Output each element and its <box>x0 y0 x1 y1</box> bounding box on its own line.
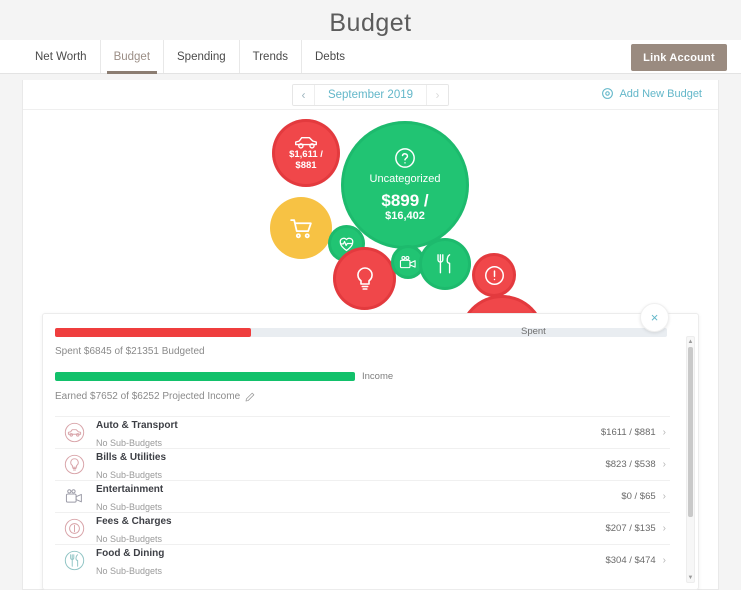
bubble-food-dining[interactable] <box>419 238 471 290</box>
detail-scrollbar[interactable]: ▲ ▼ <box>686 336 695 583</box>
income-bar-label: Income <box>362 371 394 382</box>
category-texts: Auto & Transport No Sub-Budgets <box>96 415 601 451</box>
month-selector-row: ‹ September 2019 › Add New Budget <box>23 80 718 110</box>
category-row-entertainment[interactable]: Entertainment No Sub-Budgets $0 / $65 › <box>55 480 670 512</box>
category-texts: Bills & Utilities No Sub-Budgets <box>96 447 605 483</box>
prev-month-button[interactable]: ‹ <box>292 84 315 105</box>
tab-bar: Net Worth Budget Spending Trends Debts L… <box>0 40 741 74</box>
car-icon <box>63 422 85 444</box>
chevron-right-icon[interactable]: › <box>662 523 666 534</box>
bubble-alert[interactable] <box>472 253 516 297</box>
tab-label: Trends <box>252 50 288 63</box>
add-new-budget-button[interactable]: Add New Budget <box>601 87 702 100</box>
chevron-right-icon[interactable]: › <box>662 459 666 470</box>
bubble-shopping[interactable] <box>270 197 332 259</box>
category-amount: $823 / $538 <box>605 459 656 470</box>
scroll-up-arrow-icon[interactable]: ▲ <box>687 338 694 345</box>
tab-label: Debts <box>315 50 346 63</box>
income-summary-text: Earned $7652 of $6252 Projected Income <box>55 391 670 402</box>
month-navigator: ‹ September 2019 › <box>291 83 450 106</box>
tab-net-worth[interactable]: Net Worth <box>22 40 100 73</box>
budget-category-list: Auto & Transport No Sub-Budgets $1611 / … <box>55 416 670 576</box>
tab-budget[interactable]: Budget <box>99 40 163 74</box>
tab-trends[interactable]: Trends <box>238 40 301 73</box>
category-texts: Entertainment No Sub-Budgets <box>96 479 621 515</box>
bubble-budget: $16,402 <box>385 210 425 223</box>
bubble-bills-utilities[interactable] <box>333 247 396 310</box>
category-row-fees-charges[interactable]: Fees & Charges No Sub-Budgets $207 / $13… <box>55 512 670 544</box>
lightbulb-icon <box>353 266 377 292</box>
spent-progress-fill <box>55 328 251 337</box>
utensils-icon <box>434 252 456 276</box>
category-row-auto-transport[interactable]: Auto & Transport No Sub-Budgets $1611 / … <box>55 416 670 448</box>
spent-summary-text: Spent $6845 of $21351 Budgeted <box>55 346 670 357</box>
close-detail-button[interactable]: × <box>640 303 669 332</box>
spent-summary-label: Spent $6845 of $21351 Budgeted <box>55 346 205 357</box>
tab-label: Budget <box>113 50 151 63</box>
tab-spending[interactable]: Spending <box>163 40 239 73</box>
lightbulb-icon <box>63 454 85 476</box>
category-amount: $207 / $135 <box>605 523 656 534</box>
heart-pulse-icon <box>337 235 356 252</box>
gear-icon <box>601 87 614 100</box>
budget-bubble-chart: $1,611 / $881 <box>23 110 718 328</box>
exclamation-icon <box>484 265 505 286</box>
income-summary-label: Earned $7652 of $6252 Projected Income <box>55 391 241 402</box>
bubble-uncategorized[interactable]: Uncategorized $899 / $16,402 <box>341 121 469 249</box>
bubble-amount: $1,611 / <box>289 149 323 161</box>
pencil-icon[interactable] <box>245 392 255 402</box>
scrollbar-thumb[interactable] <box>688 347 693 517</box>
page-title: Budget <box>329 9 412 37</box>
category-sub: No Sub-Budgets <box>96 533 163 544</box>
category-sub: No Sub-Budgets <box>96 469 163 480</box>
category-amount: $1611 / $881 <box>600 427 656 438</box>
link-account-button[interactable]: Link Account <box>631 44 727 71</box>
scroll-down-arrow-icon[interactable]: ▼ <box>687 574 694 581</box>
category-sub: No Sub-Budgets <box>96 437 163 448</box>
tab-list: Net Worth Budget Spending Trends Debts <box>22 40 358 74</box>
bubble-auto-transport[interactable]: $1,611 / $881 <box>272 119 340 187</box>
tab-label: Spending <box>177 50 226 63</box>
car-icon <box>294 134 318 150</box>
category-amount: $0 / $65 <box>621 491 656 502</box>
video-camera-icon <box>63 486 85 508</box>
video-camera-icon <box>399 255 418 270</box>
category-texts: Fees & Charges No Sub-Budgets <box>96 511 605 547</box>
detail-panel-content: Spent Spent $6845 of $21351 Budgeted Inc… <box>43 314 686 589</box>
category-amount: $304 / $474 <box>605 555 656 566</box>
spent-progress-track: Spent <box>55 326 667 337</box>
utensils-icon <box>63 550 85 572</box>
category-name: Food & Dining <box>96 547 165 559</box>
chevron-right-icon[interactable]: › <box>662 427 666 438</box>
bubble-amount: $899 / <box>381 190 429 210</box>
bubble-budget: $881 <box>295 160 317 171</box>
chevron-right-icon[interactable]: › <box>662 491 666 502</box>
category-sub: No Sub-Budgets <box>96 565 163 576</box>
budget-detail-panel: Spent Spent $6845 of $21351 Budgeted Inc… <box>42 313 699 590</box>
category-sub: No Sub-Budgets <box>96 501 163 512</box>
add-new-budget-label: Add New Budget <box>619 87 702 100</box>
tab-label: Net Worth <box>35 50 87 63</box>
category-row-bills-utilities[interactable]: Bills & Utilities No Sub-Budgets $823 / … <box>55 448 670 480</box>
category-name: Entertainment <box>96 483 164 495</box>
category-row-food-dining[interactable]: Food & Dining No Sub-Budgets $304 / $474… <box>55 544 670 576</box>
question-icon <box>394 147 416 169</box>
category-name: Bills & Utilities <box>96 451 167 463</box>
category-name: Auto & Transport <box>96 419 178 431</box>
tab-debts[interactable]: Debts <box>301 40 358 73</box>
cart-icon <box>289 216 314 241</box>
income-progress-row: Income <box>55 371 670 382</box>
next-month-button[interactable]: › <box>426 84 449 105</box>
chevron-right-icon[interactable]: › <box>662 555 666 566</box>
bubble-label: Uncategorized <box>369 173 441 186</box>
fees-icon <box>63 518 85 540</box>
income-progress-fill <box>55 372 355 381</box>
spent-bar-label: Spent <box>521 326 546 337</box>
category-name: Fees & Charges <box>96 515 172 527</box>
category-texts: Food & Dining No Sub-Budgets <box>96 543 605 579</box>
current-month-label[interactable]: September 2019 <box>327 88 414 101</box>
